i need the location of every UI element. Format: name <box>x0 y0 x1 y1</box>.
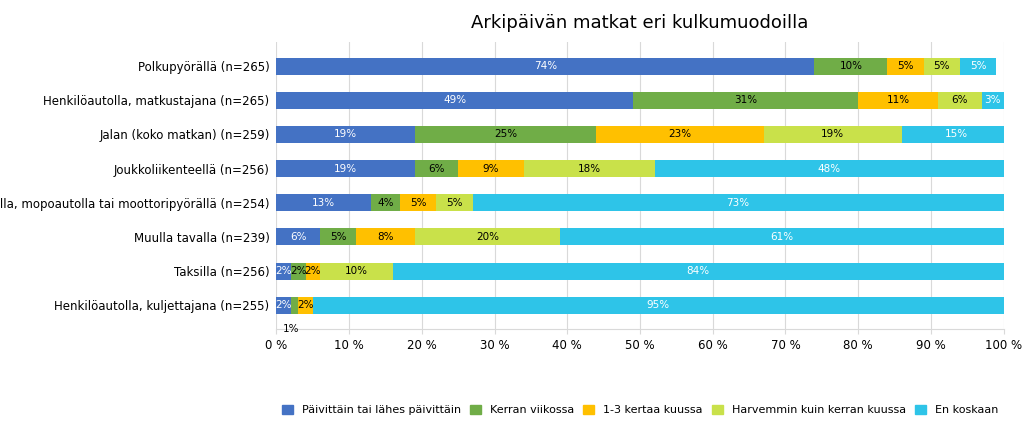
Text: 20%: 20% <box>476 232 499 242</box>
Text: 84%: 84% <box>687 266 710 276</box>
Text: 6%: 6% <box>290 232 306 242</box>
Text: 74%: 74% <box>534 61 557 71</box>
Bar <box>858 92 938 109</box>
Text: 95%: 95% <box>646 300 670 310</box>
Bar <box>887 57 924 75</box>
Bar <box>276 194 371 211</box>
Text: 2%: 2% <box>275 266 292 276</box>
Text: 2%: 2% <box>297 300 313 310</box>
Bar <box>276 160 415 177</box>
Text: 5%: 5% <box>897 61 913 71</box>
Text: 5%: 5% <box>330 232 346 242</box>
Bar <box>321 228 356 246</box>
Bar <box>654 160 1004 177</box>
Bar <box>291 262 305 280</box>
Bar <box>276 57 814 75</box>
Text: 13%: 13% <box>312 198 335 208</box>
Text: 2%: 2% <box>275 300 292 310</box>
Bar <box>436 194 473 211</box>
Bar <box>473 194 1004 211</box>
Bar <box>298 297 313 314</box>
Text: 9%: 9% <box>482 164 500 173</box>
Text: 6%: 6% <box>951 95 968 105</box>
Bar <box>305 262 321 280</box>
Bar <box>633 92 858 109</box>
Text: 25%: 25% <box>494 130 517 139</box>
Bar <box>814 57 887 75</box>
Bar <box>415 160 459 177</box>
Text: 8%: 8% <box>377 232 394 242</box>
Bar <box>393 262 1004 280</box>
Text: 19%: 19% <box>334 164 357 173</box>
Bar <box>356 228 415 246</box>
Legend: Päivittäin tai lähes päivittäin, Kerran viikossa, 1-3 kertaa kuussa, Harvemmin k: Päivittäin tai lähes päivittäin, Kerran … <box>282 405 998 415</box>
Bar <box>959 57 996 75</box>
Bar <box>276 92 633 109</box>
Bar <box>313 297 1004 314</box>
Text: 11%: 11% <box>887 95 909 105</box>
Bar <box>415 126 596 143</box>
Bar <box>400 194 436 211</box>
Bar <box>982 92 1004 109</box>
Text: 61%: 61% <box>770 232 794 242</box>
Text: 5%: 5% <box>446 198 463 208</box>
Bar <box>291 297 298 314</box>
Text: 4%: 4% <box>377 198 394 208</box>
Bar <box>459 160 523 177</box>
Text: 73%: 73% <box>727 198 750 208</box>
Text: 1%: 1% <box>283 324 299 334</box>
Bar <box>902 126 1011 143</box>
Text: 3%: 3% <box>984 95 1000 105</box>
Bar <box>276 126 415 143</box>
Text: 10%: 10% <box>345 266 368 276</box>
Bar <box>321 262 393 280</box>
Text: 2%: 2% <box>290 266 306 276</box>
Text: 18%: 18% <box>578 164 601 173</box>
Text: 2%: 2% <box>304 266 322 276</box>
Bar <box>560 228 1004 246</box>
Text: 31%: 31% <box>734 95 757 105</box>
Bar <box>924 57 959 75</box>
Bar <box>596 126 764 143</box>
Text: 23%: 23% <box>669 130 691 139</box>
Bar <box>523 160 654 177</box>
Text: 49%: 49% <box>443 95 466 105</box>
Title: Arkipäivän matkat eri kulkumuodoilla: Arkipäivän matkat eri kulkumuodoilla <box>471 14 809 32</box>
Text: 5%: 5% <box>970 61 986 71</box>
Text: 5%: 5% <box>410 198 427 208</box>
Bar <box>276 228 321 246</box>
Bar <box>276 297 291 314</box>
Text: 10%: 10% <box>840 61 862 71</box>
Text: 6%: 6% <box>428 164 444 173</box>
Bar <box>938 92 982 109</box>
Bar <box>415 228 560 246</box>
Text: 15%: 15% <box>945 130 968 139</box>
Bar <box>276 262 291 280</box>
Bar <box>371 194 400 211</box>
Bar <box>764 126 902 143</box>
Text: 48%: 48% <box>817 164 841 173</box>
Text: 5%: 5% <box>934 61 950 71</box>
Text: 19%: 19% <box>821 130 844 139</box>
Text: 19%: 19% <box>334 130 357 139</box>
